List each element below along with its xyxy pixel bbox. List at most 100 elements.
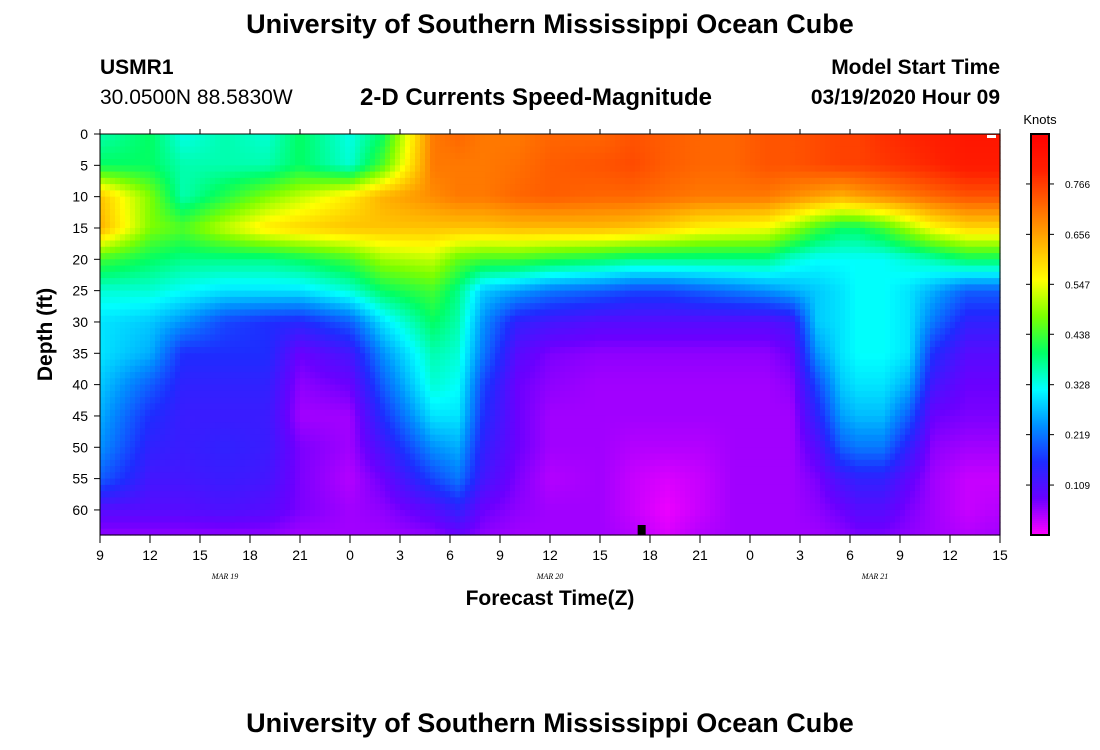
heatmap-cell [775,296,781,304]
heatmap-cell [490,215,496,223]
heatmap-cell [545,227,551,235]
heatmap-cell [370,296,376,304]
heatmap-cell [475,303,481,311]
heatmap-cell [175,209,181,217]
heatmap-cell [670,215,676,223]
heatmap-cell [580,177,586,185]
heatmap-cell [570,159,576,166]
heatmap-cell [335,215,341,223]
heatmap-cell [140,240,146,248]
heatmap-cell [685,209,691,217]
heatmap-cell [740,202,746,210]
heatmap-cell [765,202,771,210]
heatmap-cell [635,227,641,235]
heatmap-cell [145,259,151,267]
heatmap-cell [985,177,991,185]
heatmap-cell [900,177,906,185]
heatmap-cell [850,234,856,242]
heatmap-cell [385,134,391,141]
heatmap-cell [335,146,341,154]
heatmap-cell [210,140,216,148]
heatmap-cell [975,234,981,242]
heatmap-cell [370,190,376,198]
heatmap-cell [410,209,416,217]
heatmap-cell [585,177,591,185]
heatmap-cell [435,221,441,229]
heatmap-cell [170,152,176,160]
heatmap-cell [645,253,651,260]
heatmap-cell [620,253,626,260]
heatmap-cell [775,221,781,229]
heatmap-cell [145,296,151,304]
heatmap-cell [245,265,251,273]
heatmap-cell [480,234,486,242]
heatmap-cell [900,171,906,179]
heatmap-cell [680,271,686,279]
heatmap-cell [380,165,386,173]
heatmap-cell [270,221,276,229]
heatmap-cell [260,227,266,235]
heatmap-cell [850,227,856,235]
heatmap-cell [180,196,186,204]
heatmap-cell [265,140,271,148]
heatmap-cell [770,209,776,217]
heatmap-cell [225,171,231,179]
heatmap-cell [190,152,196,160]
heatmap-cell [475,196,481,204]
heatmap-cell [505,265,511,273]
heatmap-cell [470,284,476,292]
heatmap-cell [610,140,616,148]
heatmap-cell [305,159,311,166]
heatmap-cell [250,271,256,279]
heatmap-cell [790,184,796,191]
heatmap-cell [830,196,836,204]
heatmap-cell [390,202,396,210]
heatmap-cell [310,265,316,273]
heatmap-cell [950,196,956,204]
heatmap-cell [370,140,376,148]
heatmap-cell [415,303,421,311]
heatmap-cell [760,278,766,285]
heatmap-cell [670,159,676,166]
heatmap-cell [550,303,556,311]
heatmap-cell [580,259,586,267]
heatmap-cell [825,209,831,217]
heatmap-cell [575,290,581,298]
heatmap-cell [740,246,746,254]
heatmap-cell [345,265,351,273]
heatmap-cell [575,234,581,242]
heatmap-cell [825,159,831,166]
heatmap-cell [860,152,866,160]
heatmap-cell [405,296,411,304]
heatmap-cell [875,278,881,285]
heatmap-cell [960,177,966,185]
heatmap-cell [885,171,891,179]
heatmap-cell [735,165,741,173]
heatmap-cell [705,271,711,279]
heatmap-cell [210,152,216,160]
heatmap-cell [635,246,641,254]
heatmap-cell [100,246,106,254]
heatmap-cell [695,196,701,204]
heatmap-cell [130,171,136,179]
heatmap-cell [345,303,351,311]
heatmap-cell [135,296,141,304]
heatmap-cell [640,196,646,204]
heatmap-cell [425,177,431,185]
heatmap-cell [275,202,281,210]
heatmap-cell [185,171,191,179]
heatmap-cell [395,165,401,173]
heatmap-cell [420,284,426,292]
heatmap-cell [185,177,191,185]
heatmap-cell [605,290,611,298]
heatmap-cell [630,246,636,254]
heatmap-cell [660,227,666,235]
heatmap-cell [375,271,381,279]
heatmap-cell [495,202,501,210]
heatmap-cell [540,152,546,160]
heatmap-cell [765,196,771,204]
heatmap-cell [485,134,491,141]
heatmap-cell [640,296,646,304]
heatmap-cell [795,146,801,154]
heatmap-cell [290,296,296,304]
